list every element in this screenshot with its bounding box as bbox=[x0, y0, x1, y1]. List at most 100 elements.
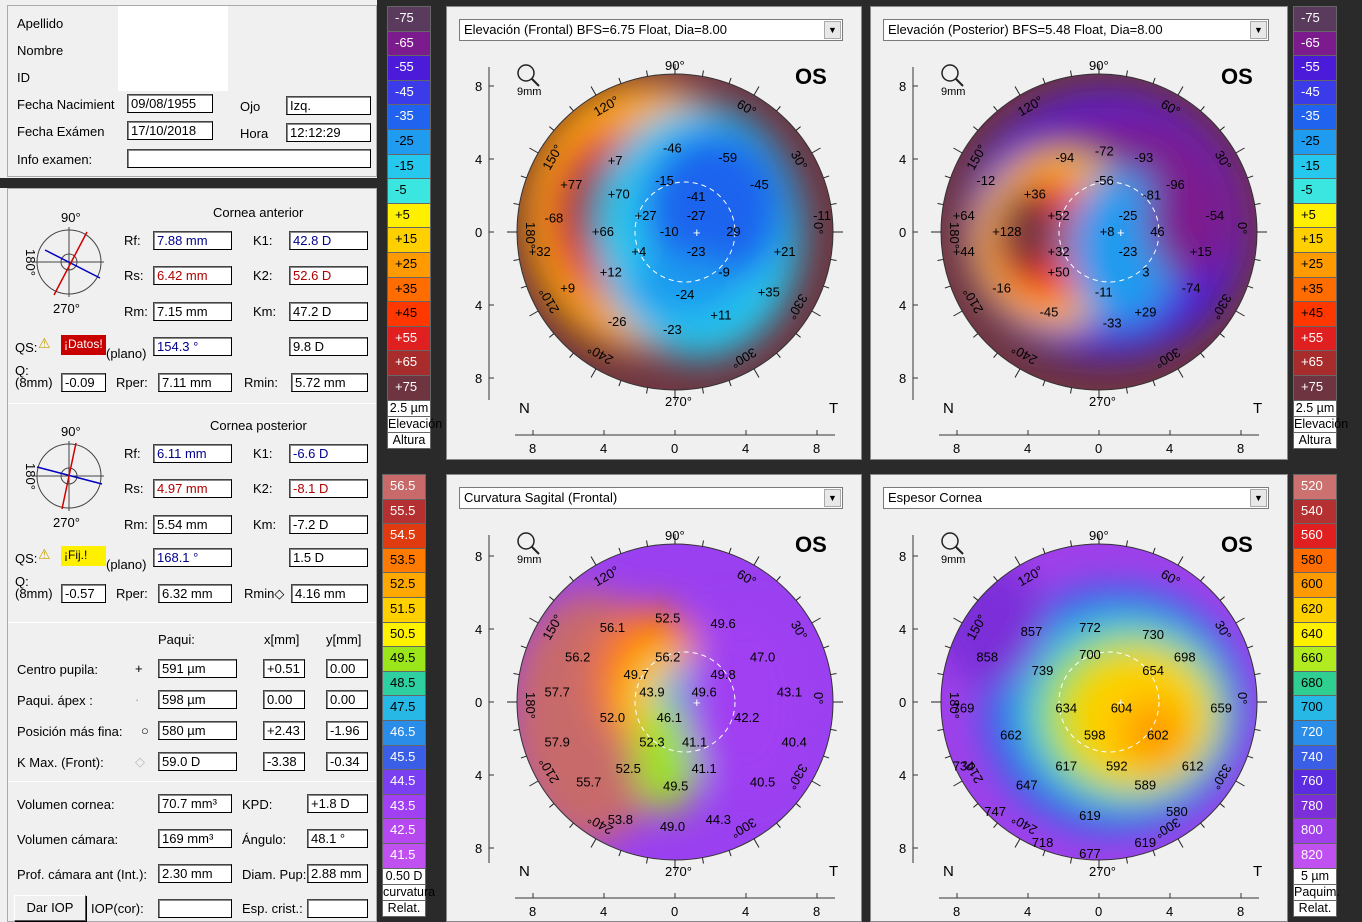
pachy-y-field[interactable]: -0.34 bbox=[326, 752, 368, 771]
map-value-label: -81 bbox=[1142, 188, 1161, 203]
map-value-label: 700 bbox=[1079, 647, 1101, 662]
anterior-km-field[interactable]: 47.2 D bbox=[289, 302, 368, 321]
degree-tick bbox=[590, 838, 597, 848]
diam-field[interactable]: 2.88 mm bbox=[307, 864, 368, 883]
magnifier-icon[interactable] bbox=[517, 64, 540, 87]
info-field[interactable] bbox=[127, 149, 371, 168]
time-field[interactable]: 12:12:29 bbox=[286, 123, 371, 142]
posterior-qs-badge[interactable]: ¡Fij.! bbox=[61, 546, 106, 566]
degree-tick bbox=[944, 285, 951, 289]
pachy-value-field[interactable]: 598 µm bbox=[158, 690, 237, 709]
thick-map-selector[interactable]: Espesor Cornea ▼ bbox=[883, 487, 1269, 509]
anterior-axis-field[interactable]: 154.3 ° bbox=[153, 337, 232, 356]
magnifier-icon[interactable] bbox=[941, 532, 964, 555]
anterior-rf-field[interactable]: 7.88 mm bbox=[153, 231, 232, 250]
posterior-rf-field[interactable]: 6.11 mm bbox=[153, 444, 232, 463]
chevron-down-icon[interactable]: ▼ bbox=[1250, 21, 1267, 39]
vol-camara-field[interactable]: 169 mm³ bbox=[158, 829, 232, 848]
scale-step: 680 bbox=[1293, 671, 1337, 697]
x-axis-tick-label: 8 bbox=[953, 904, 960, 919]
posterior-rmin-field[interactable]: 4.16 mm bbox=[291, 584, 368, 603]
posterior-q-field[interactable]: -0.57 bbox=[61, 584, 106, 603]
y-axis-tick-label: 0 bbox=[475, 225, 482, 240]
pachy-x-field[interactable]: +0.51 bbox=[263, 659, 305, 678]
magnifier-icon[interactable] bbox=[941, 64, 964, 87]
prof-field[interactable]: 2.30 mm bbox=[158, 864, 232, 883]
map-value-label: +21 bbox=[774, 244, 796, 259]
elev_front-map-selector[interactable]: Elevación (Frontal) BFS=6.75 Float, Dia=… bbox=[459, 19, 843, 41]
vol-cornea-field[interactable]: 70.7 mm³ bbox=[158, 794, 232, 813]
degree-tick bbox=[993, 106, 998, 112]
map-value-label: -16 bbox=[992, 280, 1011, 295]
degree-tick bbox=[1247, 645, 1254, 649]
kpd-field[interactable]: +1.8 D bbox=[307, 794, 368, 813]
anterior-rs-field[interactable]: 6.42 mm bbox=[153, 266, 232, 285]
degree-tick bbox=[1247, 285, 1254, 289]
anterior-rs-label: Rs: bbox=[124, 268, 144, 283]
degree-tick bbox=[728, 380, 732, 387]
anterior-q-field[interactable]: -0.09 bbox=[61, 373, 106, 392]
scale-step: -75 bbox=[387, 7, 431, 32]
pachy-value-field[interactable]: 59.0 D bbox=[158, 752, 237, 771]
map-value-label: -11 bbox=[1095, 284, 1113, 299]
anterior-rmin-field[interactable]: 5.72 mm bbox=[291, 373, 368, 392]
map-value-label: -94 bbox=[1055, 150, 1074, 165]
scale-step: 560 bbox=[1293, 524, 1337, 549]
pachy-x-field[interactable]: 0.00 bbox=[263, 690, 305, 709]
posterior-rs-field[interactable]: 4.97 mm bbox=[153, 479, 232, 498]
degree-tick bbox=[830, 203, 837, 206]
chevron-down-icon[interactable]: ▼ bbox=[1250, 489, 1267, 507]
anterior-qs-badge[interactable]: ¡Datos! bbox=[61, 335, 106, 355]
map-value-label: +50 bbox=[1048, 264, 1070, 279]
degree-tick bbox=[830, 673, 837, 676]
posterior-k1-field[interactable]: -6.6 D bbox=[289, 444, 368, 463]
anterior-rper-field[interactable]: 7.11 mm bbox=[158, 373, 232, 392]
pachy-y-field[interactable]: 0.00 bbox=[326, 690, 368, 709]
posterior-axis-field[interactable]: 168.1 ° bbox=[153, 548, 232, 567]
elev_post-map[interactable]: 90°60°30°0°330°300°270°240°210°180°150°1… bbox=[871, 7, 1287, 459]
anterior-k1-field[interactable]: 42.8 D bbox=[289, 231, 368, 250]
anterior-k2-label: K2: bbox=[253, 268, 273, 283]
thick-map[interactable]: 90°60°30°0°330°300°270°240°210°180°150°1… bbox=[871, 475, 1287, 921]
magnifier-icon[interactable] bbox=[517, 532, 540, 555]
iop-field[interactable] bbox=[158, 899, 232, 918]
anterior-rm-field[interactable]: 7.15 mm bbox=[153, 302, 232, 321]
pachy-x-field[interactable]: +2.43 bbox=[263, 721, 305, 740]
dar-iop-button[interactable]: Dar IOP bbox=[14, 895, 86, 921]
eye-field[interactable]: Izq. bbox=[286, 96, 371, 115]
posterior-rper-field[interactable]: 6.32 mm bbox=[158, 584, 232, 603]
elev_post-map-selector[interactable]: Elevación (Posterior) BFS=5.48 Float, Di… bbox=[883, 19, 1269, 41]
pachy-value-field[interactable]: 591 µm bbox=[158, 659, 237, 678]
esp-field[interactable] bbox=[307, 899, 368, 918]
degree-tick bbox=[1014, 556, 1021, 566]
birth-field[interactable]: 09/08/1955 bbox=[127, 94, 213, 113]
pachy-x-field[interactable]: -3.38 bbox=[263, 752, 305, 771]
posterior-cyl-field[interactable]: 1.5 D bbox=[289, 548, 368, 567]
chevron-down-icon[interactable]: ▼ bbox=[824, 489, 841, 507]
elev_front-map[interactable]: 90°60°30°0°330°300°270°240°210°180°150°1… bbox=[447, 7, 861, 459]
posterior-km-field[interactable]: -7.2 D bbox=[289, 515, 368, 534]
anterior-k2-field[interactable]: 52.6 D bbox=[289, 266, 368, 285]
scale-l1: Paquim. bbox=[1293, 884, 1340, 901]
pachy-y-field[interactable]: 0.00 bbox=[326, 659, 368, 678]
degree-tick bbox=[973, 596, 979, 601]
pachy-value-field[interactable]: 580 µm bbox=[158, 721, 237, 740]
anterior-cyl-field[interactable]: 9.8 D bbox=[289, 337, 368, 356]
exam-date-field[interactable]: 17/10/2018 bbox=[127, 121, 213, 140]
degree-tick bbox=[1070, 70, 1073, 77]
pachy-y-field[interactable]: -1.96 bbox=[326, 721, 368, 740]
degree-tick bbox=[953, 147, 963, 154]
scale-step: -15 bbox=[1293, 154, 1337, 180]
posterior-k2-field[interactable]: -8.1 D bbox=[289, 479, 368, 498]
degree-tick bbox=[549, 333, 555, 338]
anterior-deg-180: 180° bbox=[23, 249, 38, 276]
degree-tick bbox=[520, 175, 527, 179]
angulo-field[interactable]: 48.1 ° bbox=[307, 829, 368, 848]
curv-map-selector[interactable]: Curvatura Sagital (Frontal) ▼ bbox=[459, 487, 843, 509]
degree-label: 0° bbox=[811, 222, 826, 234]
y-axis-tick-label: 4 bbox=[475, 298, 482, 313]
chevron-down-icon[interactable]: ▼ bbox=[824, 21, 841, 39]
scale-l2: Altura bbox=[387, 432, 431, 449]
curv-map[interactable]: 90°60°30°0°330°300°270°240°210°180°150°1… bbox=[447, 475, 861, 921]
posterior-rm-field[interactable]: 5.54 mm bbox=[153, 515, 232, 534]
